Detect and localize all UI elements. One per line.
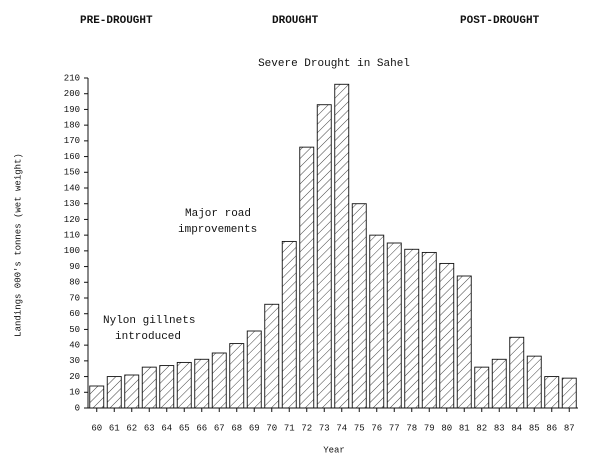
- bar: [211, 352, 227, 409]
- bar: [264, 303, 280, 409]
- x-tick-label: 63: [144, 423, 155, 433]
- x-tick-label: 75: [354, 423, 365, 433]
- x-tick-label: 78: [406, 423, 417, 433]
- y-tick-label: 200: [64, 89, 80, 99]
- x-tick-label: 64: [161, 423, 172, 433]
- y-tick-label: 30: [69, 356, 80, 366]
- annotation: introduced: [115, 331, 181, 343]
- y-tick-label: 40: [69, 341, 80, 351]
- bar: [89, 385, 105, 409]
- y-tick-label: 180: [64, 121, 80, 131]
- x-tick-label: 87: [564, 423, 575, 433]
- y-tick-label: 50: [69, 325, 80, 335]
- bar: [141, 366, 157, 409]
- bar: [369, 234, 385, 409]
- x-tick-label: 76: [371, 423, 382, 433]
- y-tick-label: 210: [64, 73, 80, 83]
- bar: [561, 377, 577, 409]
- x-tick-label: 67: [214, 423, 225, 433]
- x-tick-label: 66: [196, 423, 207, 433]
- x-tick-label: 82: [476, 423, 487, 433]
- annotation: improvements: [178, 224, 257, 236]
- bar: [474, 366, 490, 409]
- y-tick-label: 170: [64, 136, 80, 146]
- x-tick-label: 60: [91, 423, 102, 433]
- y-tick-label: 60: [69, 309, 80, 319]
- x-tick-label: 84: [511, 423, 522, 433]
- x-tick-label: 81: [459, 423, 470, 433]
- bar: [439, 262, 455, 409]
- period-header: DROUGHT: [272, 15, 319, 27]
- x-tick-label: 73: [319, 423, 330, 433]
- bar: [544, 376, 560, 409]
- x-tick-label: 65: [179, 423, 190, 433]
- chart-title: Severe Drought in Sahel: [258, 58, 410, 70]
- period-header: POST-DROUGHT: [460, 15, 540, 27]
- x-tick-label: 70: [266, 423, 277, 433]
- annotation: Major road: [185, 208, 251, 220]
- y-tick-label: 0: [75, 403, 80, 413]
- bar: [159, 365, 175, 409]
- x-tick-label: 62: [126, 423, 137, 433]
- y-tick-label: 160: [64, 152, 80, 162]
- y-tick-label: 120: [64, 215, 80, 225]
- x-tick-label: 77: [389, 423, 400, 433]
- bar: [194, 358, 210, 409]
- y-tick-label: 140: [64, 183, 80, 193]
- y-tick-label: 150: [64, 168, 80, 178]
- bar: [526, 355, 542, 409]
- bar: [106, 376, 122, 409]
- x-tick-label: 74: [336, 423, 347, 433]
- x-tick-label: 69: [249, 423, 260, 433]
- y-tick-label: 90: [69, 262, 80, 272]
- bar: [316, 104, 332, 409]
- bar: [281, 240, 297, 409]
- bar: [456, 275, 472, 409]
- x-tick-label: 71: [284, 423, 295, 433]
- x-tick-label: 61: [109, 423, 120, 433]
- x-tick-label: 80: [441, 423, 452, 433]
- x-tick-label: 72: [301, 423, 312, 433]
- y-tick-label: 130: [64, 199, 80, 209]
- x-axis-label: Year: [323, 445, 345, 455]
- x-tick-label: 86: [546, 423, 557, 433]
- y-axis-label: Landings 000's tonnes (wet weight): [13, 153, 23, 337]
- bar: [386, 242, 402, 409]
- y-tick-label: 100: [64, 246, 80, 256]
- bar: [246, 330, 262, 409]
- bar: [351, 203, 367, 409]
- bar: [124, 374, 140, 409]
- bar: [404, 248, 420, 409]
- y-tick-label: 110: [64, 231, 80, 241]
- bar: [229, 343, 245, 409]
- x-tick-label: 68: [231, 423, 242, 433]
- bar: [491, 358, 507, 409]
- y-tick-label: 70: [69, 293, 80, 303]
- bar: [299, 146, 315, 409]
- bar: [176, 361, 192, 409]
- x-tick-label: 79: [424, 423, 435, 433]
- bar: [421, 251, 437, 409]
- y-tick-label: 10: [69, 388, 80, 398]
- y-tick-label: 190: [64, 105, 80, 115]
- annotation: Nylon gillnets: [103, 315, 195, 327]
- bar: [509, 336, 525, 409]
- y-tick-label: 80: [69, 278, 80, 288]
- period-header: PRE-DROUGHT: [80, 15, 153, 27]
- x-tick-label: 83: [494, 423, 505, 433]
- bar: [334, 83, 350, 409]
- y-tick-label: 20: [69, 372, 80, 382]
- x-tick-label: 85: [529, 423, 540, 433]
